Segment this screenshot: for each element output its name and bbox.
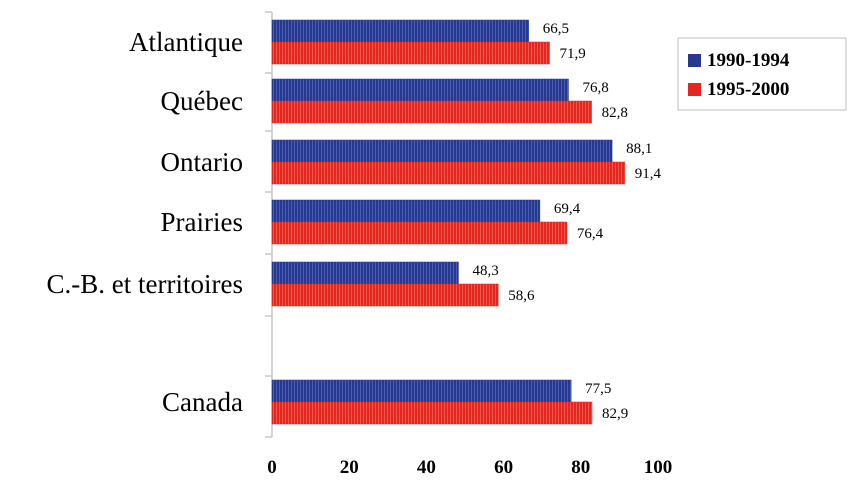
x-tick-label: 100 — [644, 457, 673, 478]
data-label: 71,9 — [560, 46, 586, 62]
data-label: 77,5 — [585, 381, 611, 397]
legend-box — [677, 37, 847, 111]
legend-label: 1990-1994 — [707, 50, 790, 71]
bar-series-2 — [271, 41, 550, 65]
data-label: 76,4 — [577, 226, 604, 242]
bar-series-2 — [271, 161, 626, 185]
bar-series-1 — [271, 19, 529, 43]
bar-series-1 — [271, 139, 613, 163]
data-label: 91,4 — [635, 166, 662, 182]
data-label: 58,6 — [508, 288, 535, 304]
data-label: 48,3 — [472, 263, 498, 279]
bar-series-1 — [271, 261, 459, 285]
legend-label: 1995-2000 — [707, 79, 789, 100]
category-label: Canada — [162, 387, 243, 417]
category-label: Ontario — [161, 147, 243, 177]
bar-series-2 — [271, 100, 592, 124]
category-label: Prairies — [161, 207, 243, 237]
x-tick-label: 40 — [417, 457, 436, 478]
x-tick-label: 60 — [494, 457, 513, 478]
bar-series-1 — [271, 78, 569, 102]
category-label: C.-B. et territoires — [47, 269, 243, 299]
legend-swatch — [688, 54, 701, 67]
bar-series-1 — [271, 379, 572, 403]
bar-series-2 — [271, 221, 568, 245]
data-label: 88,1 — [626, 141, 652, 157]
bar-series-1 — [271, 199, 541, 223]
data-label: 82,8 — [602, 105, 628, 121]
category-label: Québec — [161, 86, 243, 116]
data-label: 66,5 — [543, 21, 569, 37]
x-tick-label: 0 — [267, 457, 277, 478]
legend: 1990-1994 1995-2000 — [677, 37, 847, 111]
data-label: 76,8 — [582, 80, 608, 96]
bar-series-2 — [271, 283, 499, 307]
category-label: Atlantique — [129, 27, 243, 57]
x-tick-label: 20 — [340, 457, 359, 478]
bar-series-2 — [271, 401, 593, 425]
labels: 66,5 71,9 Atlantique 76,8 82,8 Québec 88,1 91,4… — [47, 21, 662, 422]
legend-swatch — [688, 83, 701, 96]
x-tick-label: 80 — [571, 457, 590, 478]
data-label: 82,9 — [602, 406, 628, 422]
data-label: 69,4 — [554, 201, 581, 217]
bars — [271, 19, 626, 425]
axes: 0 20 40 60 80 100 — [265, 11, 673, 478]
